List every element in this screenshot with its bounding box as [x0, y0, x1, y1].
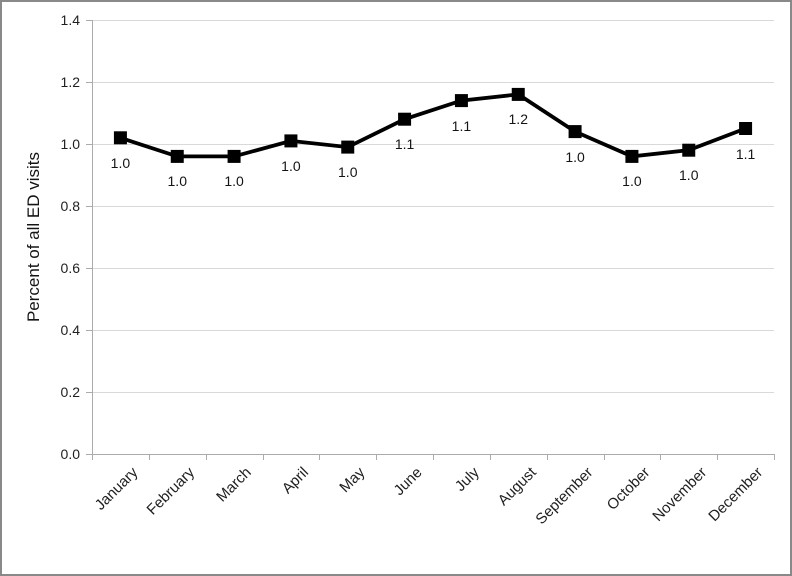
data-label: 1.2: [508, 111, 528, 128]
y-tick-label: 0.8: [60, 198, 80, 214]
y-tick-label: 1.2: [60, 74, 80, 90]
data-label: 1.1: [451, 117, 472, 134]
data-label: 1.0: [622, 173, 642, 190]
y-tick-label: 1.0: [60, 136, 80, 152]
series-line: [119, 92, 747, 159]
data-label: 1.0: [167, 173, 187, 190]
data-point-marker: [341, 140, 355, 154]
data-label: 1.0: [338, 164, 358, 181]
data-label: 1.0: [679, 167, 699, 184]
data-point-marker: [170, 149, 184, 163]
y-tick-label: 0.6: [60, 260, 80, 276]
data-point-marker: [739, 122, 753, 135]
y-tick-label: 0.0: [60, 446, 80, 462]
data-point-marker: [284, 134, 298, 148]
data-label: 1.1: [735, 145, 756, 162]
data-point-marker: [568, 125, 582, 139]
y-axis-title: Percent of all ED visits: [24, 151, 43, 323]
data-label: 1.1: [394, 136, 415, 153]
data-point-marker: [398, 112, 412, 126]
y-tick-label: 0.2: [60, 384, 80, 400]
data-label: 1.0: [224, 173, 244, 190]
data-point-marker: [454, 94, 468, 108]
data-label: 1.0: [565, 148, 585, 165]
data-point-marker: [113, 131, 127, 145]
data-point-marker: [227, 149, 241, 163]
data-point-marker: [625, 149, 639, 163]
y-tick-label: 0.4: [60, 322, 80, 338]
data-label: 1.0: [110, 154, 131, 171]
data-point-marker: [682, 143, 696, 157]
data-label: 1.0: [281, 157, 301, 174]
y-tick-label: 1.4: [60, 12, 80, 28]
data-point-marker: [511, 87, 525, 101]
